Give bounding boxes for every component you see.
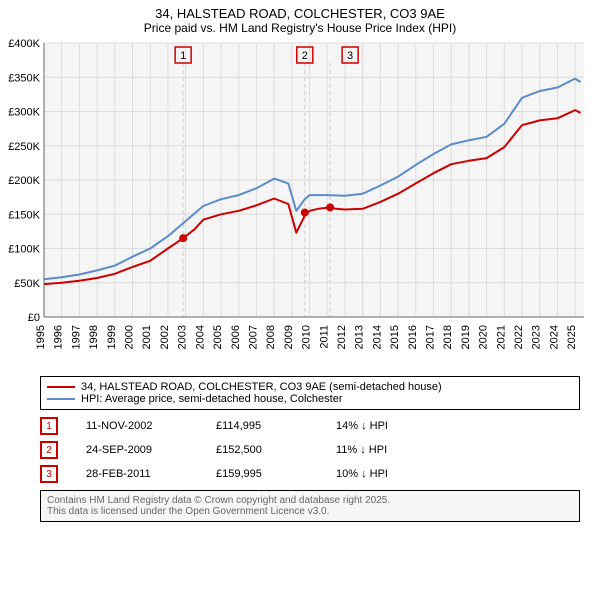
svg-text:1996: 1996 <box>53 325 65 349</box>
svg-text:£0: £0 <box>28 312 40 324</box>
svg-text:2008: 2008 <box>265 325 277 349</box>
svg-text:2021: 2021 <box>495 325 507 349</box>
transaction-date: 24-SEP-2009 <box>86 444 216 456</box>
svg-text:1999: 1999 <box>106 325 118 349</box>
price-chart: £0 £50K £100K £150K £200K £250K £300K £350K £400… <box>0 35 600 367</box>
footer-line1: Contains HM Land Registry data © Crown c… <box>47 495 573 506</box>
transaction-marker: 1 <box>40 417 58 435</box>
svg-text:2020: 2020 <box>478 325 490 349</box>
chart-area: £0 £50K £100K £150K £200K £250K £300K £350K £400… <box>0 35 600 372</box>
svg-text:1995: 1995 <box>35 325 47 349</box>
svg-text:2002: 2002 <box>159 325 171 349</box>
svg-text:2015: 2015 <box>389 325 401 349</box>
svg-text:£400K: £400K <box>8 38 40 50</box>
svg-text:2013: 2013 <box>354 325 366 349</box>
svg-text:2007: 2007 <box>247 325 259 349</box>
svg-text:2009: 2009 <box>283 325 295 349</box>
svg-text:2019: 2019 <box>460 325 472 349</box>
title-block: 34, HALSTEAD ROAD, COLCHESTER, CO3 9AE P… <box>0 0 600 35</box>
svg-text:2023: 2023 <box>531 325 543 349</box>
transaction-price: £159,995 <box>216 468 336 480</box>
transaction-marker: 2 <box>40 441 58 459</box>
transaction-date: 28-FEB-2011 <box>86 468 216 480</box>
legend: 34, HALSTEAD ROAD, COLCHESTER, CO3 9AE (… <box>40 376 580 410</box>
transaction-pct: 10% ↓ HPI <box>336 468 456 480</box>
svg-text:£250K: £250K <box>8 141 40 153</box>
svg-text:2022: 2022 <box>513 325 525 349</box>
svg-text:1998: 1998 <box>88 325 100 349</box>
transaction-date: 11-NOV-2002 <box>86 420 216 432</box>
transaction-pct: 14% ↓ HPI <box>336 420 456 432</box>
svg-text:£350K: £350K <box>8 72 40 84</box>
svg-text:2001: 2001 <box>141 325 153 349</box>
legend-label: 34, HALSTEAD ROAD, COLCHESTER, CO3 9AE (… <box>81 381 442 393</box>
chart-container: 34, HALSTEAD ROAD, COLCHESTER, CO3 9AE P… <box>0 0 600 590</box>
svg-text:2004: 2004 <box>194 325 206 349</box>
legend-label: HPI: Average price, semi-detached house,… <box>81 393 343 405</box>
svg-text:2000: 2000 <box>124 325 136 349</box>
svg-text:£300K: £300K <box>8 107 40 119</box>
transaction-row: 3 28-FEB-2011£159,99510% ↓ HPI <box>40 462 580 486</box>
transaction-row: 1 11-NOV-2002£114,99514% ↓ HPI <box>40 414 580 438</box>
transactions-table: 1 11-NOV-2002£114,99514% ↓ HPI 2 24-SEP-200… <box>40 414 580 486</box>
legend-swatch <box>47 398 75 400</box>
svg-text:1997: 1997 <box>70 325 82 349</box>
svg-text:2005: 2005 <box>212 325 224 349</box>
transaction-price: £152,500 <box>216 444 336 456</box>
svg-text:3: 3 <box>347 50 353 62</box>
legend-swatch <box>47 386 75 388</box>
svg-text:2024: 2024 <box>548 325 560 349</box>
title-line1: 34, HALSTEAD ROAD, COLCHESTER, CO3 9AE <box>0 6 600 21</box>
svg-text:2003: 2003 <box>177 325 189 349</box>
svg-text:2006: 2006 <box>230 325 242 349</box>
svg-text:2025: 2025 <box>566 325 578 349</box>
svg-text:2017: 2017 <box>425 325 437 349</box>
footer-line2: This data is licensed under the Open Gov… <box>47 506 573 517</box>
transaction-price: £114,995 <box>216 420 336 432</box>
legend-item: HPI: Average price, semi-detached house,… <box>47 393 573 405</box>
svg-text:£200K: £200K <box>8 175 40 187</box>
title-line2: Price paid vs. HM Land Registry's House … <box>0 21 600 35</box>
svg-text:2016: 2016 <box>407 325 419 349</box>
svg-text:£100K: £100K <box>8 244 40 256</box>
svg-text:1: 1 <box>180 50 186 62</box>
svg-text:2: 2 <box>302 50 308 62</box>
svg-text:2018: 2018 <box>442 325 454 349</box>
svg-text:£150K: £150K <box>8 209 40 221</box>
svg-text:2010: 2010 <box>301 325 313 349</box>
svg-text:2011: 2011 <box>318 325 330 349</box>
legend-item: 34, HALSTEAD ROAD, COLCHESTER, CO3 9AE (… <box>47 381 573 393</box>
svg-text:£50K: £50K <box>14 278 40 290</box>
svg-text:2012: 2012 <box>336 325 348 349</box>
transaction-marker: 3 <box>40 465 58 483</box>
transaction-pct: 11% ↓ HPI <box>336 444 456 456</box>
transaction-row: 2 24-SEP-2009£152,50011% ↓ HPI <box>40 438 580 462</box>
svg-text:2014: 2014 <box>371 325 383 349</box>
footer: Contains HM Land Registry data © Crown c… <box>40 490 580 522</box>
